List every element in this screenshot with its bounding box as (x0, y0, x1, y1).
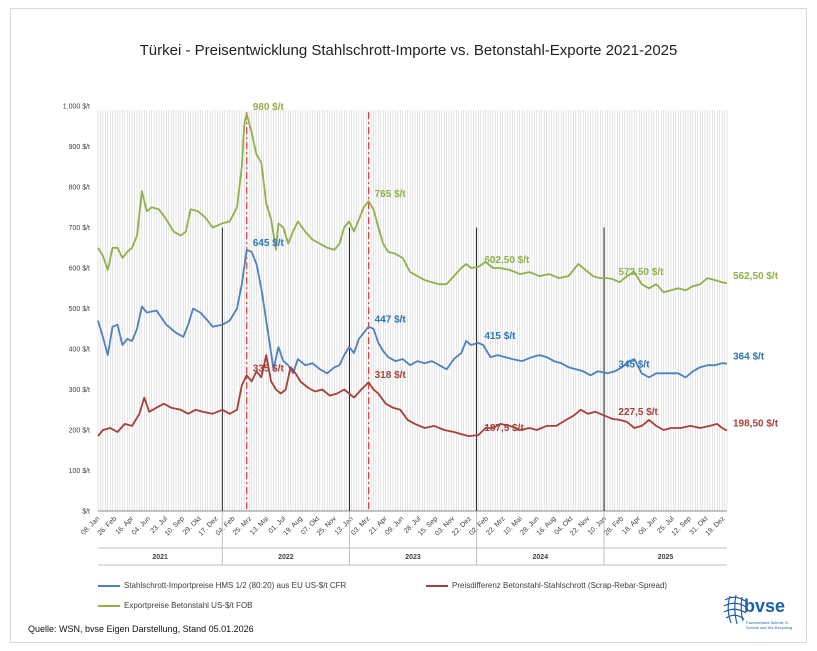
x-tick-label: 19. Aug (282, 515, 304, 537)
legend-label-rebar: Exportpreise Betonstahl US-$/t FOB (124, 601, 253, 610)
data-label: 447 $/t (375, 315, 407, 326)
legend-item-scrap: Stahlschrott-Importpreise HMS 1/2 (80:20… (98, 581, 346, 590)
legend-item-spread: Preisdifferenz Betonstahl-Stahlschrott (… (426, 581, 667, 590)
series-line-1 (97, 248, 728, 379)
legend-label-spread: Preisdifferenz Betonstahl-Stahlschrott (… (452, 581, 668, 590)
series-line-3 (97, 113, 728, 294)
data-label: 645 $/t (253, 238, 285, 249)
chart-title: Türkei - Preisentwicklung Stahlschrott-I… (139, 42, 678, 59)
weekly-hatch-lines (97, 110, 728, 511)
data-label: 562,50 $/t (733, 271, 779, 282)
data-label: 765 $/t (375, 189, 407, 200)
y-tick-label: 200 $/t (69, 428, 90, 435)
series-line-2 (97, 354, 728, 438)
x-tick-label: 09. Jun (384, 515, 405, 536)
logo-wordmark: bvse (744, 596, 786, 616)
y-tick-label: 600 $/t (69, 266, 90, 273)
legend-swatch-rebar (98, 604, 120, 607)
data-label: 318 $/t (375, 370, 407, 381)
chart-frame (10, 8, 807, 643)
y-tick-label: $/t (82, 509, 90, 516)
source-note: Quelle: WSN, bvse Eigen Darstellung, Sta… (28, 624, 254, 634)
y-tick-label: 900 $/t (69, 144, 90, 151)
data-label: 345 $/t (618, 359, 650, 370)
x-tick-label: 03. Mrz (350, 515, 372, 537)
data-label: 187,5 $/t (484, 423, 524, 434)
data-label: 980 $/t (253, 102, 285, 113)
legend-item-rebar: Exportpreise Betonstahl US-$/t FOB (98, 601, 253, 610)
globe-icon (723, 594, 747, 625)
y-tick-label: 100 $/t (69, 468, 90, 475)
x-tick-label: 26. Feb (97, 515, 119, 537)
x-tick-label: 28. Feb (603, 515, 625, 537)
y-tick-label: 400 $/t (69, 347, 90, 354)
data-label: 602,50 $/t (484, 255, 530, 266)
data-label: 335 $/t (253, 363, 285, 374)
y-tick-label: 800 $/t (69, 185, 90, 192)
year-label: 2025 (658, 554, 674, 561)
y-tick-label: 1.000 $/t (63, 104, 90, 111)
data-label: 415 $/t (484, 331, 516, 342)
x-tick-label: 06. Jun (638, 515, 659, 536)
data-label: 198,50 $/t (733, 419, 779, 430)
legend-swatch-scrap (98, 584, 120, 587)
data-label: 364 $/t (733, 352, 765, 363)
bvse-logo: bvse Fachverband Schrott, E-Schrott und … (722, 590, 802, 640)
year-label: 2021 (152, 554, 168, 561)
year-label: 2024 (533, 554, 549, 561)
x-tick-label: 04. Jun (131, 515, 152, 536)
legend-swatch-spread (426, 584, 448, 587)
x-tick-label: 13. Mai (249, 515, 270, 536)
x-tick-label: 16. Aug (536, 515, 558, 537)
year-label: 2022 (278, 554, 294, 561)
y-tick-label: 700 $/t (69, 225, 90, 232)
x-tick-label: 19. Dez (704, 515, 726, 537)
legend-label-scrap: Stahlschrott-Importpreise HMS 1/2 (80:20… (124, 581, 347, 590)
y-tick-label: 500 $/t (69, 306, 90, 313)
data-label: 227,5 $/t (618, 407, 658, 418)
logo-subtitle: Fachverband Schrott, E-Schrott und Kfz-R… (746, 620, 793, 630)
y-tick-label: 300 $/t (69, 387, 90, 394)
data-label: 572,50 $/t (618, 267, 664, 278)
year-label: 2023 (405, 554, 421, 561)
